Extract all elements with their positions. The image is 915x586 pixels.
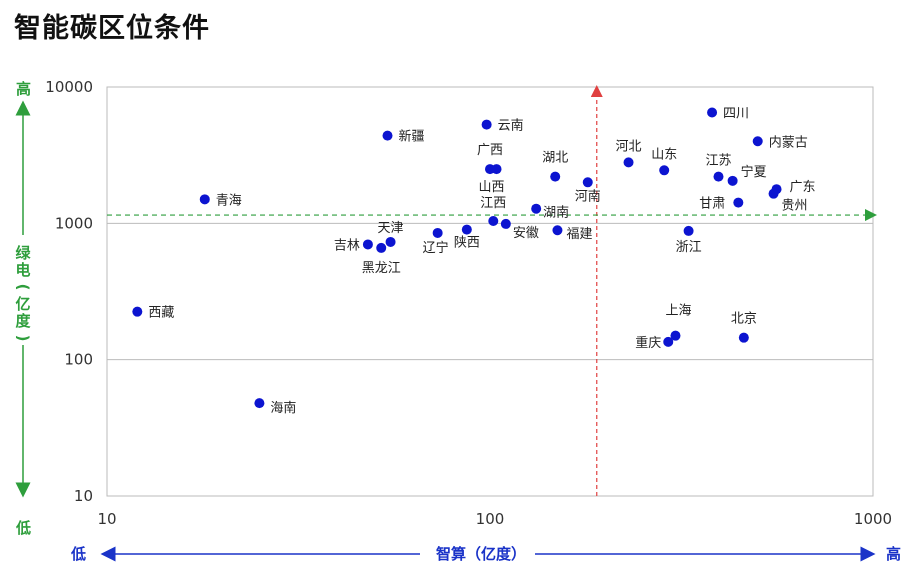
data-point-label: 湖北 xyxy=(542,151,568,166)
data-point-label: 河北 xyxy=(616,139,642,154)
data-point xyxy=(491,164,502,175)
y-tick-label: 1000 xyxy=(55,214,93,232)
data-point-label: 海南 xyxy=(270,400,296,416)
data-point xyxy=(623,157,634,168)
data-point-label: 北京 xyxy=(731,312,757,327)
data-point xyxy=(768,188,779,199)
y-low-label: 低 xyxy=(15,519,31,537)
data-point xyxy=(199,194,210,205)
data-point xyxy=(713,171,724,182)
data-point-label: 山西 xyxy=(479,180,505,195)
data-point xyxy=(727,175,738,186)
x-high-label: 高 xyxy=(886,545,901,563)
data-point xyxy=(670,330,681,341)
data-point-label: 广东 xyxy=(790,180,816,195)
data-point-label: 陕西 xyxy=(454,236,480,251)
data-point xyxy=(362,239,373,250)
data-point-label: 安徽 xyxy=(513,226,539,241)
y-axis-title-char: ( xyxy=(14,284,32,291)
data-point xyxy=(738,332,749,343)
data-point-label: 山东 xyxy=(651,147,677,162)
data-point-label: 广西 xyxy=(477,143,503,158)
data-point-label: 江西 xyxy=(480,196,506,211)
data-point-label: 浙江 xyxy=(676,240,702,255)
y-axis-title-char: 亿 xyxy=(15,295,30,313)
y-axis-title-char: 电 xyxy=(15,261,30,279)
data-point-label: 新疆 xyxy=(399,129,425,145)
x-tick-labels: 10 100 1000 xyxy=(97,510,892,528)
data-point xyxy=(752,136,763,147)
data-point xyxy=(254,398,265,409)
y-tick-label: 10 xyxy=(74,487,93,505)
data-point xyxy=(481,119,492,130)
data-point xyxy=(132,306,143,317)
y-tick-label: 10000 xyxy=(45,78,93,96)
data-point-label: 天津 xyxy=(378,221,404,236)
data-point xyxy=(552,225,563,236)
x-tick-label: 100 xyxy=(476,510,505,528)
data-point xyxy=(461,224,472,235)
y-axis-title-char: ) xyxy=(14,335,32,342)
data-point xyxy=(663,336,674,347)
data-point-label: 吉林 xyxy=(334,238,360,253)
data-point xyxy=(550,171,561,182)
data-point xyxy=(733,197,744,208)
data-point-label: 西藏 xyxy=(148,306,174,321)
data-point-label: 宁夏 xyxy=(741,164,767,180)
data-point-label: 江苏 xyxy=(705,153,731,169)
data-point-label: 重庆 xyxy=(635,335,661,351)
data-point xyxy=(376,242,387,253)
data-point-label: 四川 xyxy=(723,107,749,122)
y-tick-label: 100 xyxy=(64,351,93,369)
data-point-label: 内蒙古 xyxy=(769,134,808,150)
y-tick-labels: 10 100 1000 10000 xyxy=(45,78,93,505)
data-point xyxy=(385,236,396,247)
data-point xyxy=(382,130,393,141)
data-point-label: 黑龙江 xyxy=(362,261,401,276)
y-axis-title: 绿电 ( 亿度) xyxy=(14,244,32,341)
data-point xyxy=(531,203,542,214)
data-point xyxy=(488,216,499,227)
x-low-label: 低 xyxy=(70,545,86,563)
data-point-label: 青海 xyxy=(216,193,242,208)
y-axis-title-char: 绿 xyxy=(15,244,31,262)
threshold-lines xyxy=(107,85,877,496)
y-axis-title-char: 度 xyxy=(15,312,31,330)
data-point xyxy=(582,177,593,188)
data-point-label: 上海 xyxy=(665,304,691,319)
data-point-label: 甘肃 xyxy=(699,197,725,212)
data-point xyxy=(432,227,443,238)
data-point xyxy=(500,218,511,229)
data-point-label: 云南 xyxy=(498,118,524,134)
y-high-label: 高 xyxy=(16,80,31,98)
chart-title: 智能碳区位条件 xyxy=(14,13,210,44)
data-point xyxy=(659,165,670,176)
data-point xyxy=(683,225,694,236)
x-axis-title: 智算（亿度） xyxy=(436,545,526,563)
data-point-label: 河南 xyxy=(575,188,601,204)
data-point-label: 贵州 xyxy=(782,199,808,214)
x-tick-label: 1000 xyxy=(854,510,892,528)
data-point xyxy=(707,107,718,118)
data-point-label: 湖南 xyxy=(543,205,569,221)
data-point-label: 福建 xyxy=(566,227,592,242)
data-point-label: 辽宁 xyxy=(423,240,449,256)
x-tick-label: 10 xyxy=(97,510,116,528)
